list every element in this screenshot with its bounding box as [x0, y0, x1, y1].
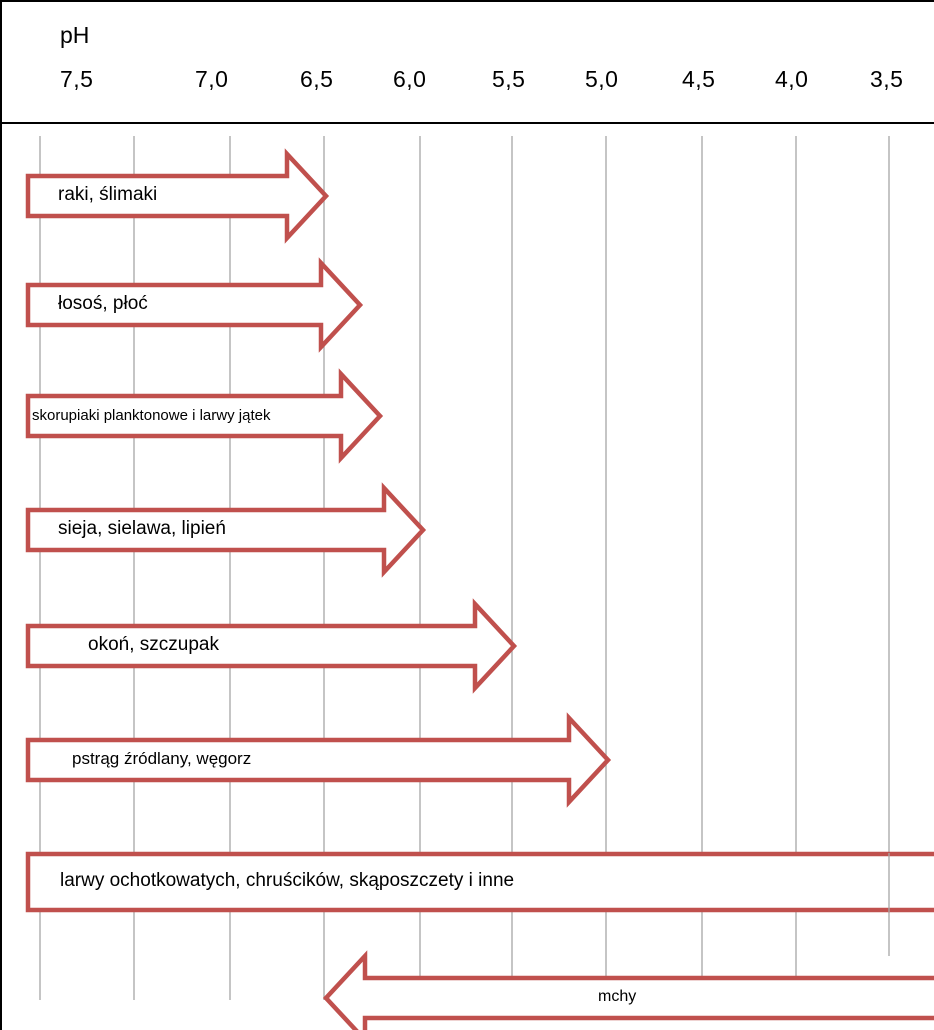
range-arrow	[25, 368, 384, 464]
ph-tick-label: 6,5	[300, 66, 334, 92]
ph-tick-label: 5,5	[492, 66, 526, 92]
arrow-label: mchy	[598, 988, 637, 1006]
ph-tick-label: 4,0	[775, 66, 809, 92]
range-arrow	[322, 950, 934, 1030]
ph-tick-label: 7,0	[195, 66, 229, 92]
arrow-label: sieja, sielawa, lipień	[58, 518, 226, 540]
range-arrow	[25, 598, 518, 694]
arrow-label: pstrąg źródlany, węgorz	[72, 749, 252, 769]
arrows-layer	[25, 148, 934, 1030]
range-bar	[25, 851, 934, 913]
arrow-label: larwy ochotkowatych, chruścików, skąposz…	[60, 870, 515, 892]
ph-unit-label: pH	[60, 22, 90, 48]
ph-tick-label: 4,5	[682, 66, 716, 92]
range-arrow	[25, 257, 364, 353]
arrow-label: łosoś, płoć	[58, 293, 148, 315]
arrow-label: skorupiaki planktonowe i larwy jątek	[32, 406, 271, 424]
ph-tick-label: 3,5	[870, 66, 904, 92]
ph-tick-label: 7,5	[60, 66, 94, 92]
arrow-label: okoń, szczupak	[88, 634, 219, 656]
range-arrow	[25, 712, 612, 808]
ph-tick-label: 6,0	[393, 66, 427, 92]
arrow-label: raki, ślimaki	[58, 184, 158, 206]
range-arrow	[25, 148, 330, 244]
ph-tick-label: 5,0	[585, 66, 619, 92]
range-arrow	[25, 482, 427, 578]
